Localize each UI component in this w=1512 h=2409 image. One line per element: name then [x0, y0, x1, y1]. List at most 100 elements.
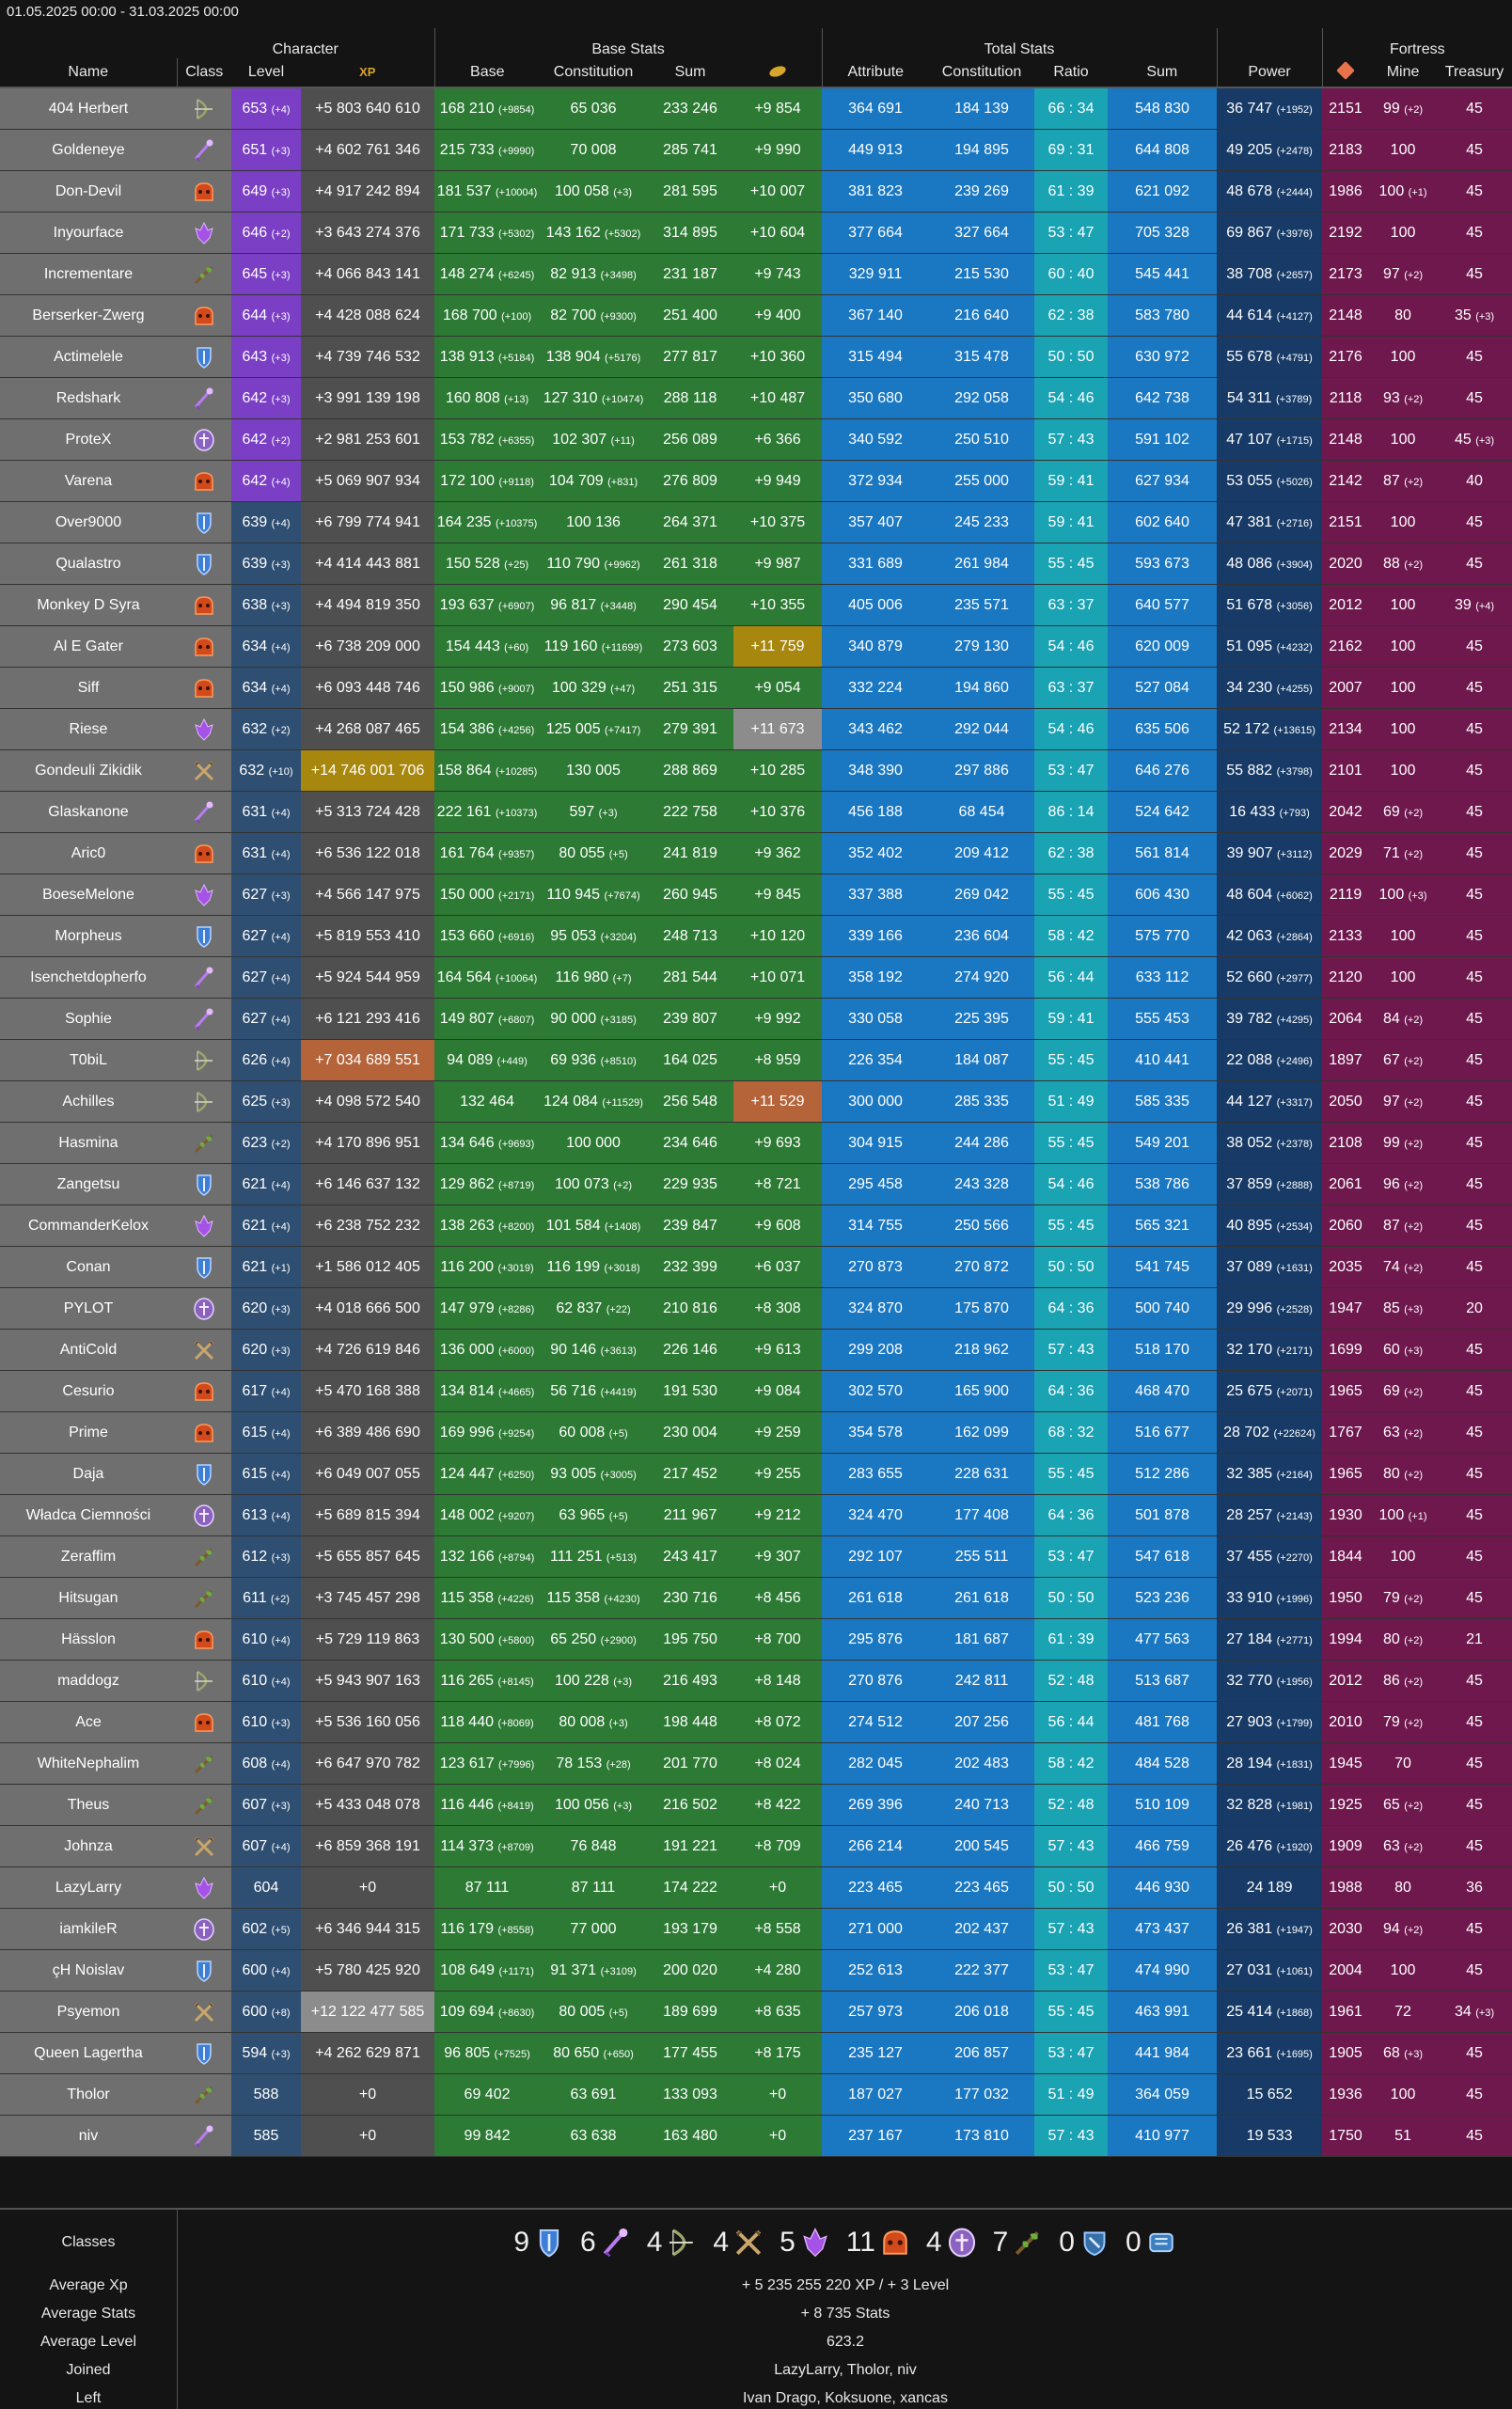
- player-name[interactable]: Siff: [0, 667, 177, 709]
- header-class[interactable]: Class: [176, 58, 231, 87]
- table-row[interactable]: Actimelele 643 (+3) +4 739 746 532 138 913 …: [0, 336, 1512, 378]
- header-name[interactable]: Name: [0, 58, 177, 87]
- player-name[interactable]: AntiCold: [0, 1329, 177, 1371]
- player-name[interactable]: Prime: [0, 1411, 177, 1454]
- player-name[interactable]: Berserker-Zwerg: [0, 294, 177, 337]
- header-level[interactable]: Level: [231, 58, 301, 87]
- player-name[interactable]: Daja: [0, 1453, 177, 1495]
- table-row[interactable]: Monkey D Syra 638 (+3) +4 494 819 350 193 6…: [0, 584, 1512, 626]
- table-row[interactable]: Glaskanone 631 (+4) +5 313 724 428 222 161 …: [0, 791, 1512, 833]
- table-row[interactable]: Psyemon 600 (+8) +12 122 477 585 109 694 (+…: [0, 1991, 1512, 2033]
- player-name[interactable]: Cesurio: [0, 1370, 177, 1412]
- player-name[interactable]: Ace: [0, 1701, 177, 1743]
- player-name[interactable]: Theus: [0, 1784, 177, 1826]
- table-row[interactable]: T0biL 626 (+4) +7 034 689 551 94 089 (+449)…: [0, 1039, 1512, 1081]
- table-row[interactable]: Cesurio 617 (+4) +5 470 168 388 134 814 (+4…: [0, 1370, 1512, 1412]
- header-sum[interactable]: Sum: [647, 58, 734, 87]
- player-name[interactable]: Zeraffim: [0, 1535, 177, 1578]
- header-power[interactable]: Power: [1216, 58, 1323, 87]
- player-name[interactable]: ProteX: [0, 418, 177, 461]
- table-row[interactable]: 404 Herbert 653 (+4) +5 803 640 610 168 210…: [0, 87, 1512, 130]
- player-name[interactable]: Glaskanone: [0, 791, 177, 833]
- table-row[interactable]: Berserker-Zwerg 644 (+3) +4 428 088 624 168…: [0, 294, 1512, 337]
- table-row[interactable]: Riese 632 (+2) +4 268 087 465 154 386 (+425…: [0, 708, 1512, 750]
- table-row[interactable]: Goldeneye 651 (+3) +4 602 761 346 215 733 (…: [0, 129, 1512, 171]
- player-name[interactable]: Tholor: [0, 2073, 177, 2116]
- table-row[interactable]: Don-Devil 649 (+3) +4 917 242 894 181 537 (…: [0, 170, 1512, 213]
- player-name[interactable]: 404 Herbert: [0, 87, 177, 130]
- player-name[interactable]: iamkileR: [0, 1908, 177, 1950]
- player-name[interactable]: PYLOT: [0, 1287, 177, 1330]
- table-row[interactable]: Władca Ciemności 613 (+4) +5 689 815 394 14…: [0, 1494, 1512, 1536]
- table-row[interactable]: Daja 615 (+4) +6 049 007 055 124 447 (+6250…: [0, 1453, 1512, 1495]
- table-row[interactable]: Hitsugan 611 (+2) +3 745 457 298 115 358 (+…: [0, 1577, 1512, 1619]
- player-name[interactable]: Hässlon: [0, 1618, 177, 1661]
- header-mine[interactable]: Mine: [1369, 58, 1438, 87]
- player-name[interactable]: Władca Ciemności: [0, 1494, 177, 1536]
- player-name[interactable]: WhiteNephalim: [0, 1742, 177, 1785]
- table-row[interactable]: Al E Gater 634 (+4) +6 738 209 000 154 443 …: [0, 625, 1512, 668]
- player-name[interactable]: Goldeneye: [0, 129, 177, 171]
- table-row[interactable]: ProteX 642 (+2) +2 981 253 601 153 782 (+63…: [0, 418, 1512, 461]
- player-name[interactable]: Zangetsu: [0, 1163, 177, 1205]
- player-name[interactable]: BoeseMelone: [0, 874, 177, 916]
- player-name[interactable]: Al E Gater: [0, 625, 177, 668]
- table-row[interactable]: Theus 607 (+3) +5 433 048 078 116 446 (+841…: [0, 1784, 1512, 1826]
- table-row[interactable]: BoeseMelone 627 (+3) +4 566 147 975 150 000…: [0, 874, 1512, 916]
- header-gain[interactable]: [733, 58, 823, 87]
- table-row[interactable]: Incrementare 645 (+3) +4 066 843 141 148 27…: [0, 253, 1512, 295]
- player-name[interactable]: Riese: [0, 708, 177, 750]
- table-row[interactable]: Conan 621 (+1) +1 586 012 405 116 200 (+301…: [0, 1246, 1512, 1288]
- player-name[interactable]: Inyourface: [0, 212, 177, 254]
- table-row[interactable]: Over9000 639 (+4) +6 799 774 941 164 235 (+…: [0, 501, 1512, 543]
- player-name[interactable]: Morpheus: [0, 915, 177, 957]
- table-row[interactable]: Zeraffim 612 (+3) +5 655 857 645 132 166 (+…: [0, 1535, 1512, 1578]
- player-name[interactable]: Qualastro: [0, 543, 177, 585]
- header-ratio[interactable]: Ratio: [1034, 58, 1109, 87]
- table-row[interactable]: Queen Lagertha 594 (+3) +4 262 629 871 96 8…: [0, 2032, 1512, 2074]
- table-row[interactable]: Hasmina 623 (+2) +4 170 896 951 134 646 (+9…: [0, 1122, 1512, 1164]
- table-row[interactable]: Isenchetdopherfo 627 (+4) +5 924 544 959 16…: [0, 956, 1512, 999]
- table-row[interactable]: Zangetsu 621 (+4) +6 146 637 132 129 862 (+…: [0, 1163, 1512, 1205]
- header-constitution[interactable]: Constitution: [540, 58, 648, 87]
- player-name[interactable]: CommanderKelox: [0, 1204, 177, 1247]
- table-row[interactable]: Johnza 607 (+4) +6 859 368 191 114 373 (+87…: [0, 1825, 1512, 1867]
- header-total-sum[interactable]: Sum: [1108, 58, 1218, 87]
- player-name[interactable]: Redshark: [0, 377, 177, 419]
- player-name[interactable]: Incrementare: [0, 253, 177, 295]
- player-name[interactable]: niv: [0, 2115, 177, 2157]
- table-row[interactable]: Gondeuli Zikidik 632 (+10) +14 746 001 706…: [0, 749, 1512, 792]
- table-row[interactable]: Tholor 588 +0 69 402 63 691 133 093 +0 187 027 1…: [0, 2073, 1512, 2116]
- player-name[interactable]: Varena: [0, 460, 177, 502]
- player-name[interactable]: Isenchetdopherfo: [0, 956, 177, 999]
- player-name[interactable]: Queen Lagertha: [0, 2032, 177, 2074]
- player-name[interactable]: çH Noislav: [0, 1949, 177, 1992]
- table-row[interactable]: Prime 615 (+4) +6 389 486 690 169 996 (+925…: [0, 1411, 1512, 1454]
- table-row[interactable]: WhiteNephalim 608 (+4) +6 647 970 782 123 6…: [0, 1742, 1512, 1785]
- player-name[interactable]: Johnza: [0, 1825, 177, 1867]
- table-row[interactable]: PYLOT 620 (+3) +4 018 666 500 147 979 (+828…: [0, 1287, 1512, 1330]
- table-row[interactable]: Varena 642 (+4) +5 069 907 934 172 100 (+91…: [0, 460, 1512, 502]
- table-row[interactable]: Qualastro 639 (+3) +4 414 443 881 150 528 (…: [0, 543, 1512, 585]
- header-base[interactable]: Base: [433, 58, 541, 87]
- player-name[interactable]: Sophie: [0, 998, 177, 1040]
- table-row[interactable]: LazyLarry 604 +0 87 111 87 111 174 222 +0 223 4…: [0, 1866, 1512, 1909]
- player-name[interactable]: Monkey D Syra: [0, 584, 177, 626]
- header-treasury[interactable]: Treasury: [1437, 58, 1512, 87]
- player-name[interactable]: Psyemon: [0, 1991, 177, 2033]
- table-row[interactable]: Siff 634 (+4) +6 093 448 746 150 986 (+9007…: [0, 667, 1512, 709]
- header-gem[interactable]: [1321, 58, 1370, 87]
- header-total-constitution[interactable]: Constitution: [929, 58, 1035, 87]
- player-name[interactable]: maddogz: [0, 1660, 177, 1702]
- table-row[interactable]: Hässlon 610 (+4) +5 729 119 863 130 500 (+5…: [0, 1618, 1512, 1661]
- table-row[interactable]: CommanderKelox 621 (+4) +6 238 752 232 138 …: [0, 1204, 1512, 1247]
- player-name[interactable]: Hitsugan: [0, 1577, 177, 1619]
- header-xp[interactable]: XP: [301, 58, 435, 87]
- table-row[interactable]: niv 585 +0 99 842 63 638 163 480 +0 237 167 173 …: [0, 2115, 1512, 2157]
- table-row[interactable]: Aric0 631 (+4) +6 536 122 018 161 764 (+935…: [0, 832, 1512, 874]
- table-row[interactable]: Redshark 642 (+3) +3 991 139 198 160 808 (+…: [0, 377, 1512, 419]
- player-name[interactable]: Actimelele: [0, 336, 177, 378]
- player-name[interactable]: T0biL: [0, 1039, 177, 1081]
- table-row[interactable]: çH Noislav 600 (+4) +5 780 425 920 108 649 …: [0, 1949, 1512, 1992]
- table-row[interactable]: Morpheus 627 (+4) +5 819 553 410 153 660 (+…: [0, 915, 1512, 957]
